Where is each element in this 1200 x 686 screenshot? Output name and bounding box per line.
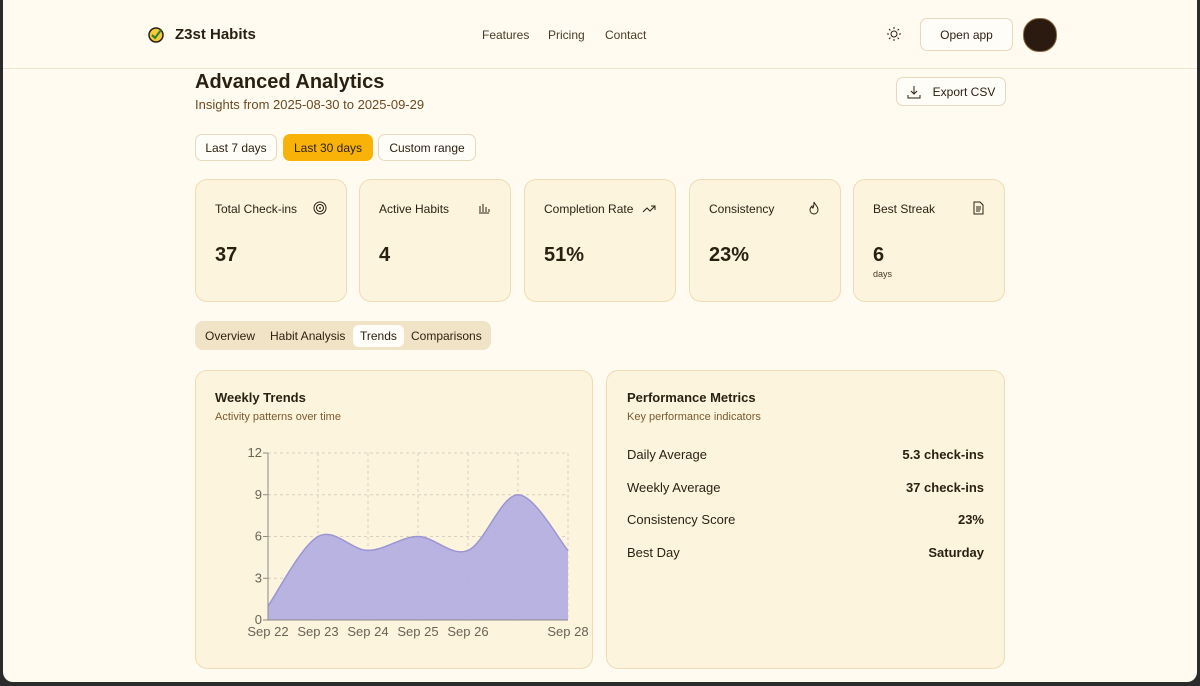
stat-label: Consistency	[709, 202, 774, 216]
metric-label: Best Day	[627, 545, 680, 560]
x-tick-label: Sep 26	[447, 624, 488, 639]
stat-value: 51%	[544, 244, 584, 267]
y-tick-label: 6	[255, 529, 262, 544]
stat-value: 6	[873, 244, 884, 267]
stat-value: 4	[379, 244, 390, 267]
stat-label: Best Streak	[873, 202, 935, 216]
y-tick-label: 9	[255, 487, 262, 502]
x-tick-label: Sep 25	[397, 624, 438, 639]
chart: 036912Sep 22Sep 23Sep 24Sep 25Sep 26Sep …	[3, 0, 1197, 682]
icon	[477, 201, 491, 215]
metric-label: Weekly Average	[627, 480, 720, 495]
stat-unit: days	[873, 269, 892, 279]
icon	[642, 201, 656, 215]
stat-label: Total Check-ins	[215, 202, 297, 216]
app: Z3st Habits Features Pricing Contact Ope…	[3, 0, 1197, 682]
metric-value: 5.3 check-ins	[902, 447, 984, 462]
stat-card	[689, 179, 841, 302]
stat-icon	[807, 201, 821, 215]
x-tick-label: Sep 22	[247, 624, 288, 639]
icon	[971, 201, 985, 215]
stat-card	[853, 179, 1005, 302]
stat-icon	[477, 201, 491, 215]
metric-value: Saturday	[928, 545, 984, 560]
stat-icon	[642, 201, 656, 215]
metrics-title: Performance Metrics	[627, 390, 756, 405]
x-tick-label: Sep 28	[547, 624, 588, 639]
metric-label: Consistency Score	[627, 512, 735, 527]
y-tick-label: 3	[255, 570, 262, 585]
icon	[807, 201, 821, 215]
stat-card	[195, 179, 347, 302]
metric-value: 37 check-ins	[906, 480, 984, 495]
stat-card	[524, 179, 676, 302]
metrics-subtitle: Key performance indicators	[627, 411, 761, 423]
stat-card	[359, 179, 511, 302]
icon	[313, 201, 327, 215]
stat-label: Completion Rate	[544, 202, 633, 216]
x-tick-label: Sep 23	[297, 624, 338, 639]
y-tick-label: 12	[248, 445, 262, 460]
stat-icon	[971, 201, 985, 215]
stat-icon	[313, 201, 327, 215]
metric-label: Daily Average	[627, 447, 707, 462]
stat-value: 23%	[709, 244, 749, 267]
x-tick-label: Sep 24	[347, 624, 388, 639]
metric-value: 23%	[958, 512, 984, 527]
stat-label: Active Habits	[379, 202, 449, 216]
stat-value: 37	[215, 244, 237, 267]
